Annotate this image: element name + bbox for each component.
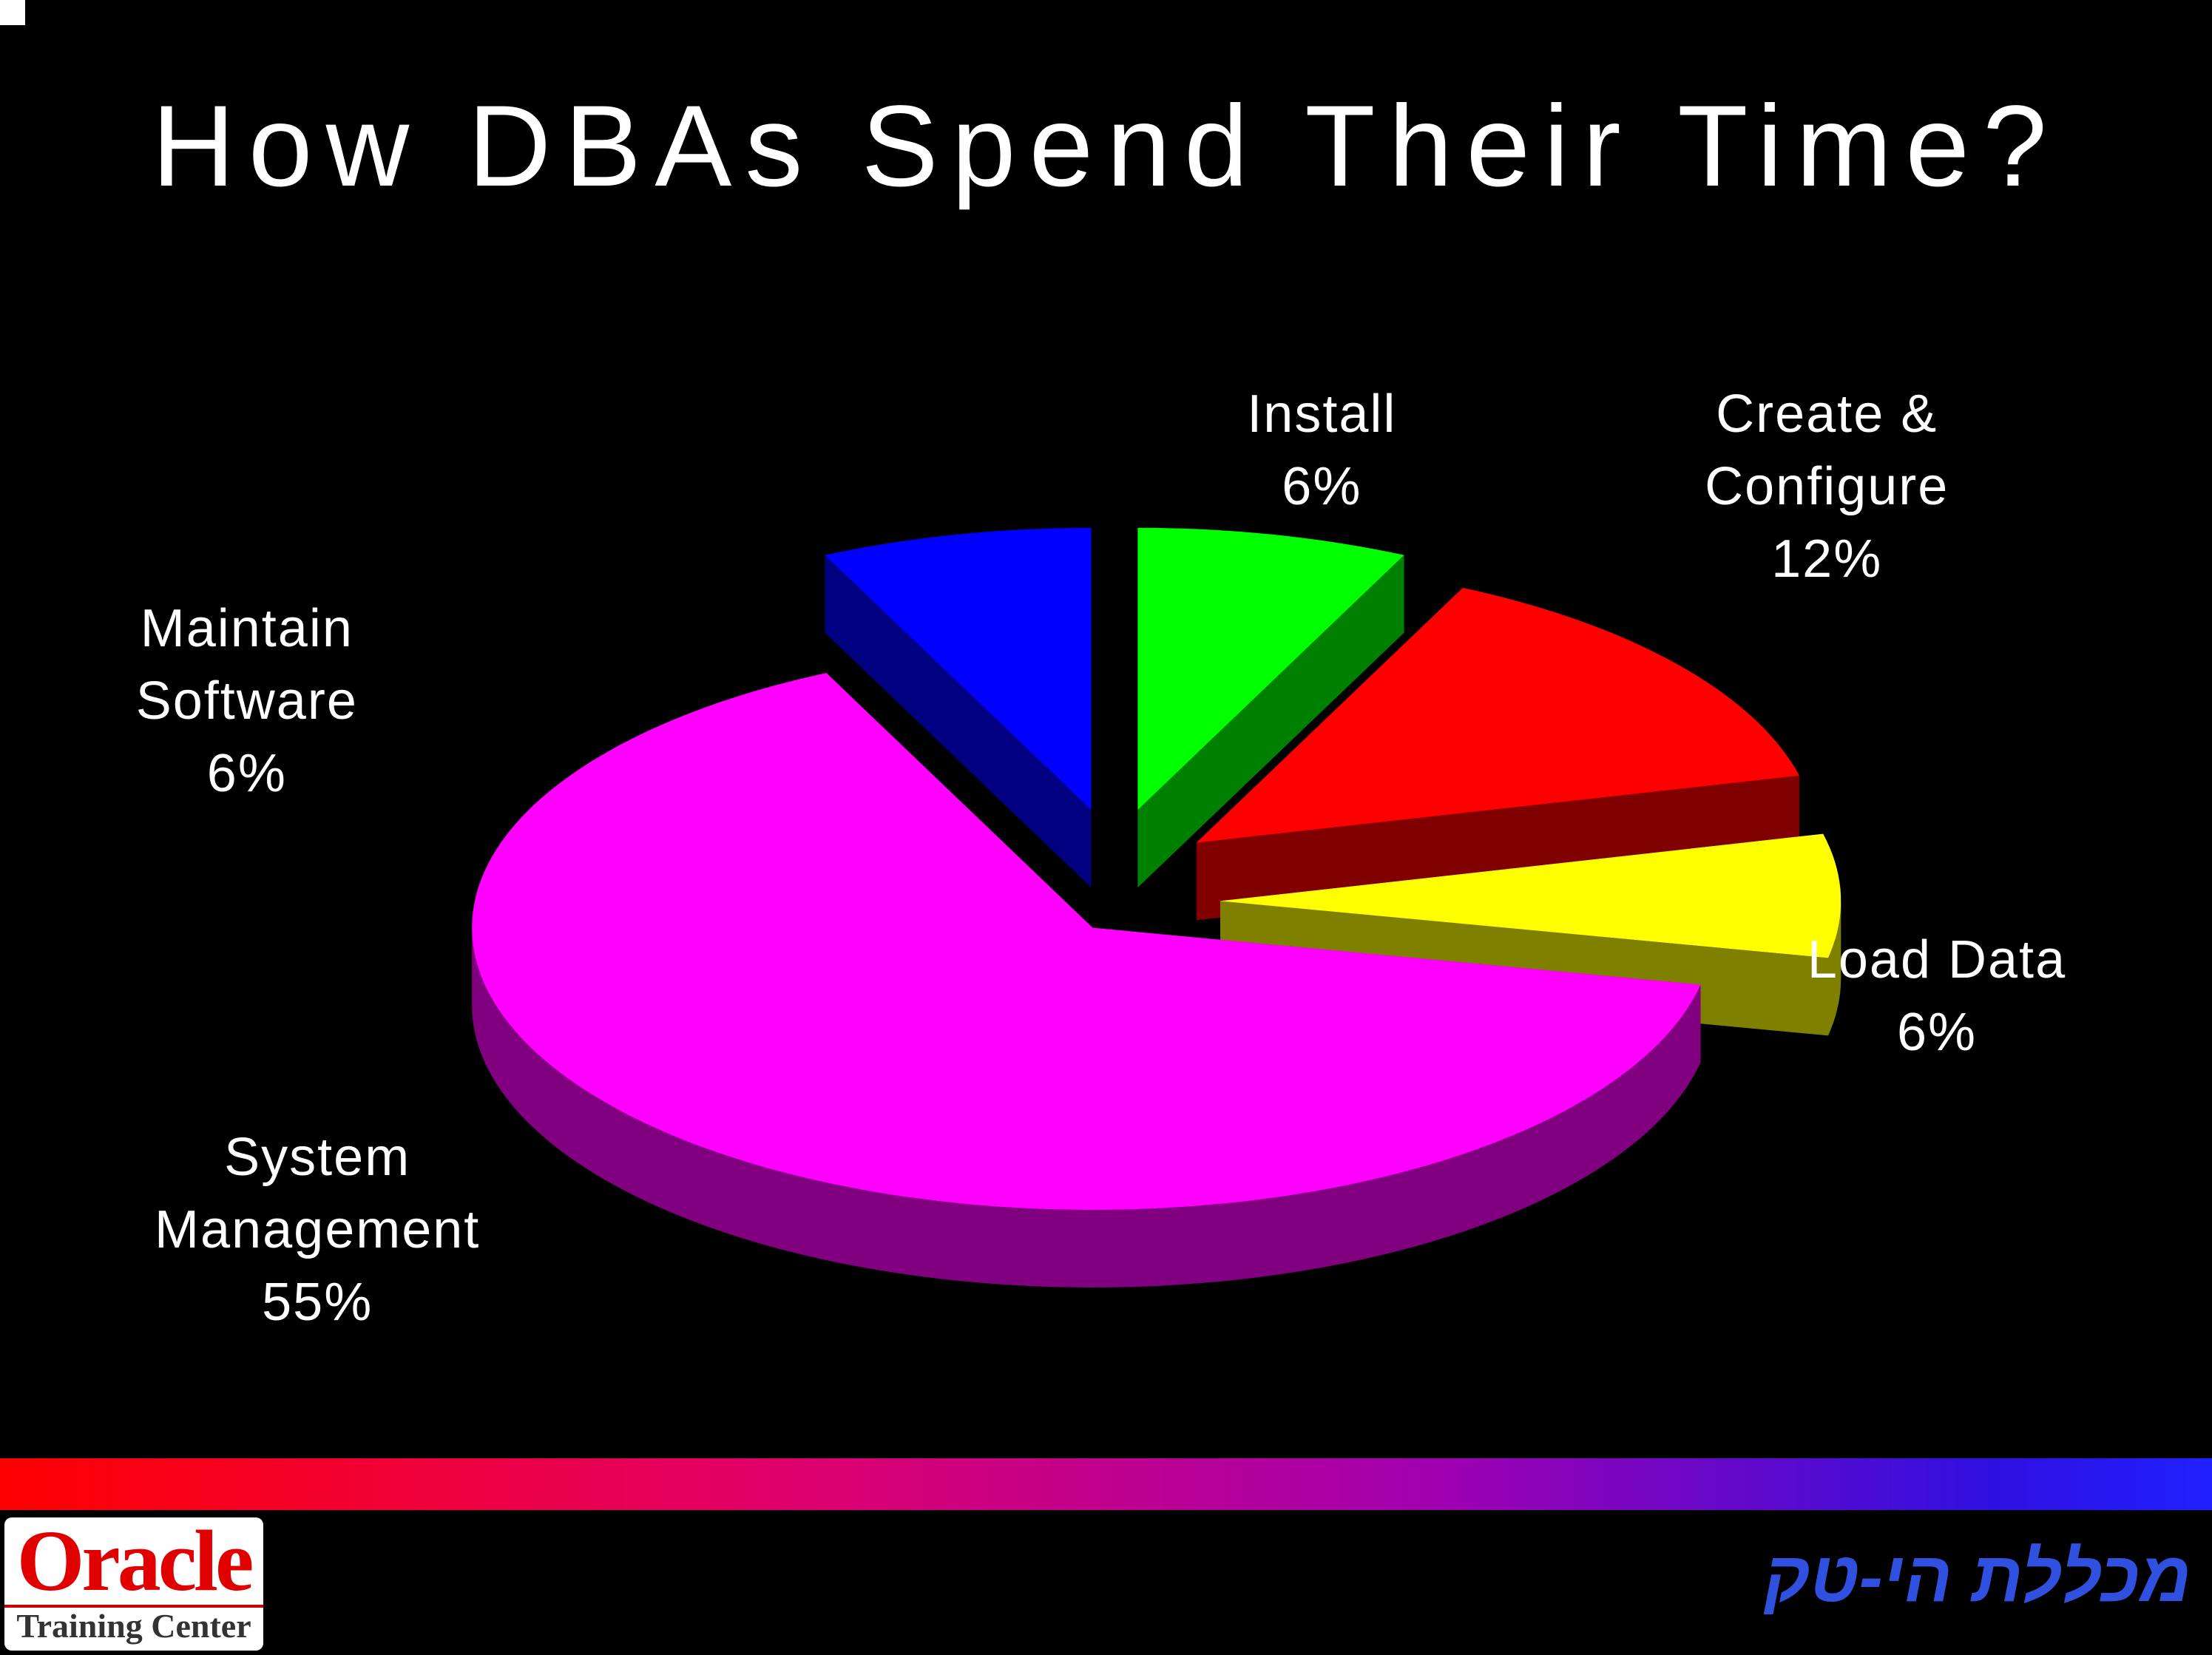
value-label: 6% [206, 744, 287, 804]
chart [472, 527, 1841, 1287]
corner-mark [0, 0, 25, 25]
slice-wall [1828, 901, 1841, 1036]
slice [1137, 527, 1404, 810]
oracle-logo: Oracle Training Center [4, 1517, 263, 1651]
slice [472, 673, 1701, 1211]
slice [825, 527, 1092, 810]
oracle-subtitle: Training Center [4, 1605, 263, 1645]
value-label: 12% [1771, 529, 1883, 589]
slice [1220, 833, 1841, 958]
slice [1196, 587, 1799, 843]
slice-label: System Management 55% [125, 1121, 510, 1338]
category-label: System Management [155, 1128, 481, 1260]
value-label: 6% [1896, 1003, 1978, 1063]
slice-label: Create & Configure 12% [1668, 378, 1986, 595]
category-label: Maintain Software [135, 599, 358, 731]
oracle-name: Oracle [16, 1512, 254, 1609]
slice-side [825, 555, 1092, 888]
slice-side [1196, 775, 1799, 921]
slice-label: Maintain Software 6% [114, 592, 380, 810]
category-label: Create & Configure [1705, 385, 1949, 517]
slice-label: Load Data 6% [1745, 924, 2129, 1069]
slice-wall [472, 927, 1701, 1287]
value-label: 55% [262, 1273, 373, 1333]
slice-side [1137, 555, 1404, 888]
value-label: 6% [1282, 457, 1362, 517]
college-logo: מכללת הי-טק [1763, 1537, 2191, 1617]
slice-label: Install 6% [1203, 378, 1440, 523]
category-label: Install [1247, 385, 1397, 444]
chart-title: How DBAs Spend Their Time? [152, 82, 2060, 211]
gradient-bar [0, 1458, 2212, 1510]
category-label: Load Data [1807, 930, 2067, 990]
